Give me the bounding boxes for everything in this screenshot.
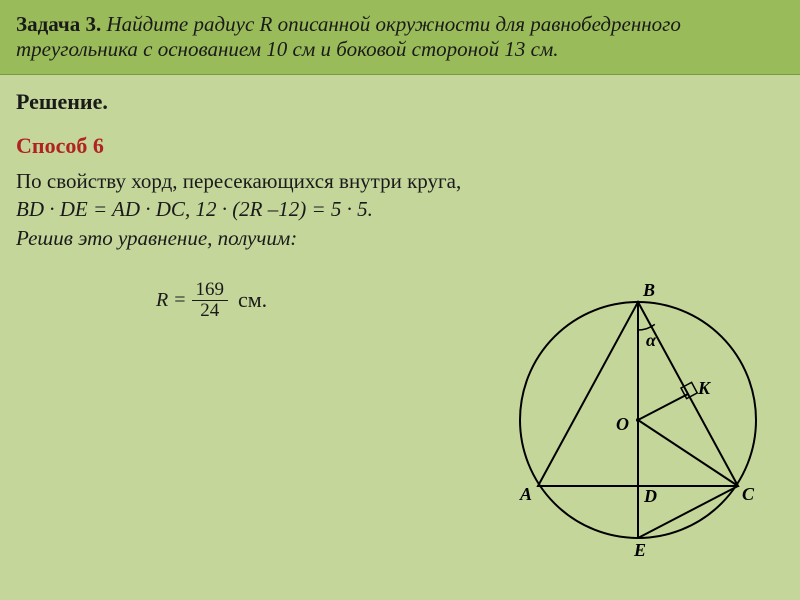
body-line-2: BD · DE = AD · DC, 12 · (2R –12) = 5 · 5… bbox=[16, 195, 576, 223]
label-B: B bbox=[642, 280, 655, 300]
center-point bbox=[636, 418, 640, 422]
formula-unit: см. bbox=[238, 287, 267, 313]
body-line-3: Решив это уравнение, получим: bbox=[16, 224, 576, 252]
formula-R: R bbox=[156, 289, 168, 312]
formula-num: 169 bbox=[192, 280, 229, 301]
problem-text: Найдите радиус R описанной окружности дл… bbox=[16, 12, 681, 61]
label-E: E bbox=[633, 540, 646, 560]
formula-eq: = bbox=[174, 289, 185, 312]
aux-line-2 bbox=[638, 394, 688, 420]
aux-line-1 bbox=[638, 420, 738, 486]
formula-fraction: 169 24 bbox=[192, 280, 229, 321]
method-label: Способ 6 bbox=[16, 133, 784, 159]
problem-title: Задача 3. bbox=[16, 12, 101, 36]
label-O: O bbox=[616, 414, 629, 434]
geometry-diagram: B A C D E O Kα bbox=[498, 260, 778, 560]
body-text: По свойству хорд, пересекающихся внутри … bbox=[16, 167, 576, 252]
label-D: D bbox=[643, 486, 657, 506]
formula-den: 24 bbox=[196, 301, 223, 321]
body-line-1: По свойству хорд, пересекающихся внутри … bbox=[16, 167, 576, 195]
solution-label: Решение. bbox=[16, 89, 784, 115]
label-C: C bbox=[742, 484, 755, 504]
problem-header: Задача 3. Найдите радиус R описанной окр… bbox=[0, 0, 800, 75]
label-alpha: α bbox=[646, 330, 657, 350]
label-K: K bbox=[697, 378, 712, 398]
label-A: A bbox=[519, 484, 532, 504]
